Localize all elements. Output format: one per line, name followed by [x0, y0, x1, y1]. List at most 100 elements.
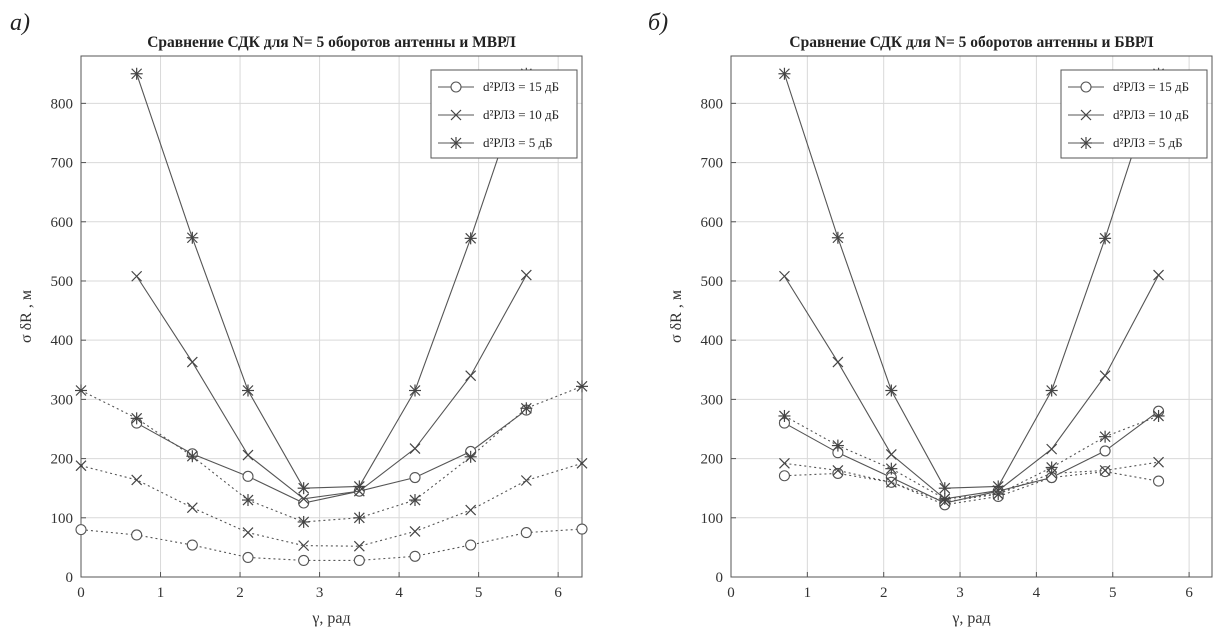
legend-label: d²РЛЗ = 15 дБ — [1113, 79, 1189, 94]
chart-title: Сравнение СДК для N= 5 оборотов антенны … — [147, 34, 516, 51]
x-tick-label: 5 — [475, 585, 483, 601]
y-tick-label: 300 — [701, 392, 724, 408]
data-point — [464, 232, 477, 245]
y-tick-label: 100 — [701, 511, 724, 527]
data-point — [1152, 409, 1165, 422]
chart-panel-2: б) Сравнение СДК для N= 5 оборотов антенн… — [648, 10, 1213, 627]
data-point — [885, 476, 897, 488]
legend-label: d²РЛЗ = 5 дБ — [1113, 135, 1183, 150]
data-point — [464, 450, 477, 463]
data-point — [779, 270, 790, 282]
series-line — [783, 274, 1160, 500]
data-point — [992, 488, 1005, 501]
y-tick-label: 0 — [66, 570, 74, 586]
data-point — [242, 551, 254, 564]
data-point — [1099, 465, 1111, 476]
data-point — [1045, 461, 1058, 474]
x-axis-label: γ, рад — [311, 610, 350, 627]
data-point — [353, 511, 366, 524]
data-point — [409, 525, 421, 537]
data-point — [131, 529, 143, 541]
data-point — [409, 550, 421, 562]
data-point — [1099, 370, 1111, 382]
data-point — [409, 443, 421, 454]
data-point — [242, 527, 254, 539]
data-point — [409, 494, 421, 507]
chart-title: Сравнение СДК для N= 5 оборотов антенны … — [789, 34, 1154, 51]
legend-label: d²РЛЗ = 15 дБ — [483, 79, 559, 94]
y-tick-label: 500 — [51, 274, 74, 290]
series-6 — [75, 380, 588, 528]
data-point — [576, 523, 588, 535]
y-tick-label: 800 — [701, 96, 724, 112]
x-tick-label: 4 — [395, 585, 403, 601]
data-point — [131, 270, 143, 282]
x-tick-label: 1 — [804, 585, 812, 601]
y-tick-label: 400 — [701, 333, 724, 349]
series-line — [136, 409, 527, 504]
legend-marker — [1080, 81, 1092, 93]
data-point — [298, 540, 310, 552]
series-1 — [778, 405, 1165, 509]
series-line — [784, 461, 1159, 503]
data-point — [75, 524, 87, 536]
series-4 — [778, 466, 1165, 511]
plot-frame — [730, 55, 1213, 578]
series-2 — [131, 269, 532, 505]
series-line — [80, 385, 583, 523]
legend-marker — [450, 137, 462, 149]
series-line — [784, 415, 1159, 500]
x-tick-label: 4 — [1033, 585, 1041, 601]
x-tick-label: 6 — [554, 585, 562, 601]
data-point — [242, 470, 254, 482]
data-point — [1153, 269, 1164, 281]
data-point — [779, 457, 790, 469]
y-tick-label: 200 — [701, 452, 724, 468]
series-3 — [130, 67, 533, 495]
data-point — [75, 460, 87, 472]
data-point — [938, 492, 951, 505]
x-tick-label: 3 — [316, 585, 324, 601]
data-point — [831, 231, 844, 244]
x-tick-label: 2 — [236, 585, 244, 601]
data-point — [1045, 384, 1058, 397]
chart-panel-1: а) Сравнение СДК для N= 5 оборотов антенн… — [10, 10, 588, 627]
y-tick-label: 300 — [51, 392, 74, 408]
data-point — [242, 494, 254, 507]
data-point — [1046, 443, 1058, 455]
data-point — [409, 384, 421, 397]
data-point — [353, 480, 366, 493]
data-point — [353, 554, 365, 566]
legend-label: d²РЛЗ = 10 дБ — [1113, 107, 1189, 122]
data-point — [186, 450, 199, 463]
data-point — [885, 462, 898, 475]
x-tick-label: 1 — [157, 585, 165, 601]
data-point — [832, 356, 844, 368]
y-tick-label: 100 — [51, 511, 74, 527]
legend-label: d²РЛЗ = 10 дБ — [483, 107, 559, 122]
y-tick-label: 600 — [51, 215, 74, 231]
data-point — [520, 269, 532, 281]
data-point — [885, 384, 898, 397]
y-tick-label: 600 — [701, 215, 724, 231]
y-axis-label: σ δR , м — [668, 290, 685, 343]
series-4 — [75, 523, 588, 566]
data-point — [297, 515, 310, 528]
data-point — [1153, 456, 1164, 468]
legend: d²РЛЗ = 15 дБ d²РЛЗ = 10 дБ d²РЛЗ = 5 дБ — [430, 69, 578, 159]
data-point — [130, 67, 143, 80]
data-point — [242, 449, 254, 461]
y-tick-label: 700 — [701, 156, 724, 172]
data-point — [1099, 430, 1112, 443]
data-point — [298, 493, 310, 505]
x-tick-label: 6 — [1185, 585, 1193, 601]
data-point — [131, 474, 143, 486]
x-tick-label: 5 — [1109, 585, 1117, 601]
y-axis-label: σ δR , м — [18, 290, 35, 343]
series-line — [80, 462, 583, 547]
data-point — [75, 384, 87, 397]
y-tick-label: 800 — [51, 96, 74, 112]
data-point — [520, 402, 533, 415]
x-tick-label: 3 — [956, 585, 964, 601]
series-5 — [779, 456, 1164, 508]
